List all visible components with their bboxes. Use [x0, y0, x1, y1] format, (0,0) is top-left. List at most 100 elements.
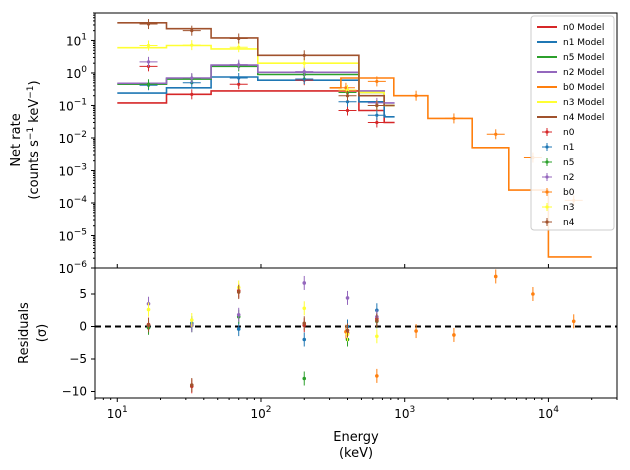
legend-label: b0: [563, 188, 575, 198]
residual-point: [571, 319, 576, 324]
data-point: [452, 116, 456, 121]
bottom-plot-frame: [94, 267, 618, 399]
top-y-tick-label: 10−1: [58, 97, 87, 113]
bottom-panel: −10 −5 0 5 101 102 103 104 Residuals (σ) Energ…: [17, 267, 618, 461]
data-point: [375, 103, 379, 108]
residual-point: [302, 281, 307, 285]
legend-point-marker: [545, 205, 549, 209]
top-y-tick-labels: 10−6 10−5 10−4 10−3 10−2 10−1 100 101: [58, 32, 87, 276]
residual-point: [189, 318, 194, 322]
data-point: [190, 29, 194, 33]
residual-point: [302, 321, 307, 326]
legend: n0 Model n1 Model n5 Model n2 Model b0 Model…: [530, 15, 615, 231]
legend-point-marker: [545, 220, 549, 224]
data-point: [237, 45, 241, 49]
data-point: [302, 53, 306, 57]
top-y-tick-label: 100: [66, 65, 87, 81]
data-point: [345, 94, 350, 98]
data-point: [494, 132, 498, 136]
bottom-y-tick-labels: −10 −5 0 5: [62, 287, 87, 399]
legend-label: n0: [563, 128, 575, 138]
legend-label: n5 Model: [563, 53, 604, 63]
legend-point-marker: [545, 190, 549, 194]
residual-point: [236, 290, 241, 294]
data-point: [414, 94, 418, 98]
data-point: [375, 113, 379, 117]
data-point: [190, 92, 194, 96]
residual-point: [236, 327, 241, 331]
data-point: [375, 120, 379, 125]
legend-label: n3: [563, 203, 574, 213]
bottom-ylabel-line1: Residuals: [17, 302, 32, 364]
legend-label: n4: [563, 218, 575, 228]
legend-entries: n0 Model n1 Model n5 Model n2 Model b0 Model…: [537, 23, 604, 228]
residual-point: [189, 383, 194, 387]
data-point: [237, 63, 241, 67]
top-ylabel-line1: Net rate: [9, 113, 24, 166]
top-y-tick-label: 10−6: [58, 260, 87, 276]
data-point: [146, 60, 151, 64]
x-tick-label: 102: [250, 405, 271, 421]
residual-point: [345, 328, 350, 333]
legend-point-marker: [545, 130, 549, 134]
data-point: [190, 43, 194, 47]
legend-point-marker: [545, 175, 549, 179]
top-y-tick-label: 10−4: [58, 195, 87, 211]
x-tick-labels: 101 102 103 104: [107, 405, 559, 421]
top-y-tick-label: 101: [66, 32, 87, 48]
legend-label: n1: [563, 143, 574, 153]
residual-point: [345, 296, 350, 300]
data-point: [146, 43, 151, 48]
legend-point-marker: [545, 145, 549, 149]
residual-point: [302, 337, 307, 342]
residual-points: [146, 269, 576, 394]
residual-point: [302, 306, 307, 311]
x-tick-label: 101: [107, 405, 128, 421]
legend-label: n2: [563, 173, 574, 183]
residual-point: [452, 333, 456, 337]
bottom-ylabel-line2: (σ): [35, 324, 50, 342]
residual-point: [375, 374, 379, 378]
top-data-points: [139, 19, 583, 206]
model-line: [117, 22, 395, 107]
bottom-y-tick-label: 5: [79, 287, 87, 301]
data-point: [302, 70, 306, 74]
data-point: [345, 88, 350, 92]
data-point: [345, 108, 350, 113]
data-point: [237, 82, 241, 86]
residual-point: [236, 313, 241, 317]
legend-label: n4 Model: [563, 113, 604, 123]
legend-label: n2 Model: [563, 68, 604, 78]
data-point: [302, 61, 306, 65]
xlabel-line2: (keV): [339, 446, 373, 461]
data-point: [146, 22, 151, 26]
residual-point: [414, 329, 418, 333]
data-point: [190, 76, 194, 80]
legend-label: b0 Model: [563, 83, 604, 93]
x-tick-label: 104: [538, 405, 559, 421]
residual-point: [146, 323, 151, 328]
xlabel-line1: Energy: [333, 430, 379, 445]
data-point: [237, 76, 241, 80]
data-point: [237, 36, 241, 41]
data-point: [345, 100, 350, 104]
x-tick-label: 103: [394, 405, 415, 421]
legend-label: n0 Model: [563, 23, 604, 33]
legend-point-marker: [545, 160, 549, 164]
data-point: [146, 82, 151, 86]
top-y-tick-label: 10−3: [58, 162, 87, 178]
residual-point: [375, 334, 379, 339]
residual-point: [531, 292, 535, 296]
residual-point: [375, 318, 379, 323]
residual-point: [146, 307, 151, 312]
top-y-tick-label: 10−2: [58, 130, 87, 146]
bottom-y-tick-label: −5: [69, 352, 87, 366]
top-ylabel-line2: (counts s−1 keV−1): [26, 80, 42, 199]
residual-point: [493, 274, 498, 279]
data-point: [375, 79, 379, 84]
bottom-y-tick-label: −10: [62, 385, 87, 399]
bottom-y-tick-label: 0: [79, 320, 87, 334]
